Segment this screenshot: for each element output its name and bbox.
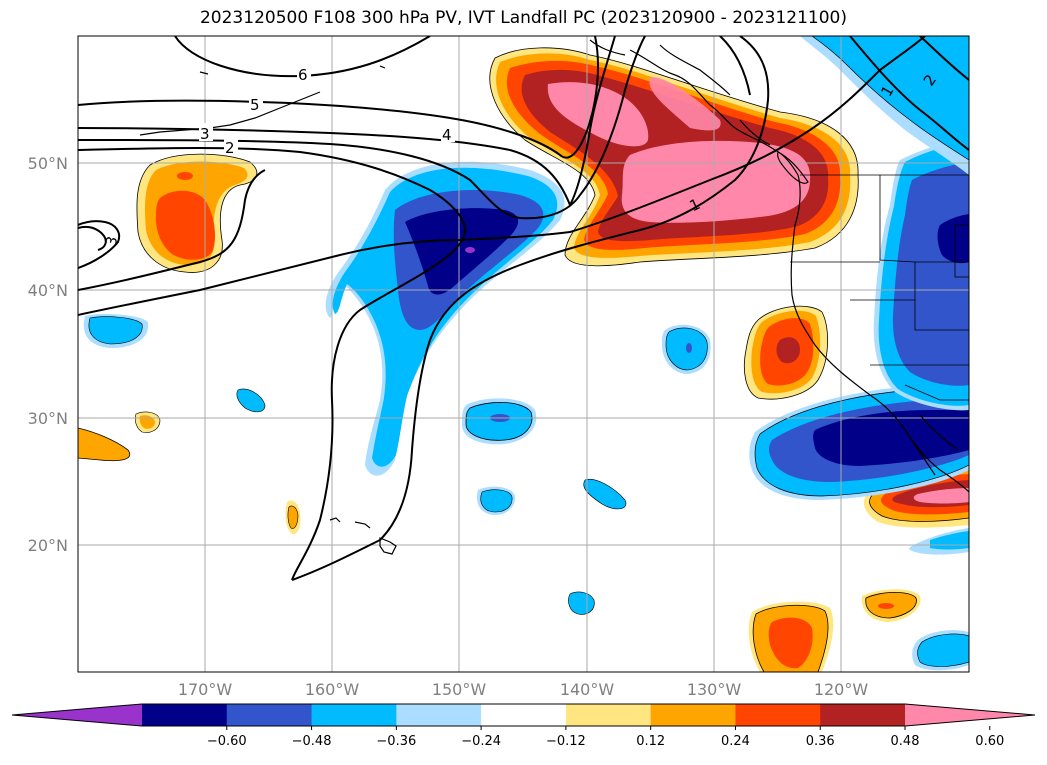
colorbar-tick-label: −0.48 bbox=[292, 734, 332, 749]
lat-label-50n: 50°N bbox=[28, 154, 68, 173]
colorbar-swatch bbox=[735, 704, 821, 726]
colorbar-swatch bbox=[311, 704, 397, 726]
colorbar-tick-label: −0.24 bbox=[461, 734, 501, 749]
contour-label-4: 4 bbox=[442, 126, 452, 144]
contour-label-3-w: 3 bbox=[102, 234, 122, 248]
colorbar-tick-label: 0.24 bbox=[721, 734, 750, 749]
colorbar-tick-label: 0.36 bbox=[806, 734, 835, 749]
colorbar-tick-label: 0.60 bbox=[975, 734, 1004, 749]
colorbar-swatch bbox=[142, 704, 228, 726]
lon-label-150w: 150°W bbox=[432, 680, 487, 699]
map-title: 2023120500 F108 300 hPa PV, IVT Landfall… bbox=[199, 8, 847, 28]
colorbar-swatch bbox=[481, 704, 567, 726]
lon-label-170w: 170°W bbox=[178, 680, 233, 699]
colorbar-tick-label: 0.48 bbox=[891, 734, 920, 749]
lon-label-120w: 120°W bbox=[814, 680, 869, 699]
lat-label-20n: 20°N bbox=[28, 536, 68, 555]
colorbar-tick-label: −0.36 bbox=[376, 734, 416, 749]
colorbar-swatch bbox=[565, 704, 652, 726]
political-borders bbox=[790, 174, 969, 401]
longitude-labels: 170°W 160°W 150°W 140°W 130°W 120°W bbox=[178, 680, 869, 699]
pv-contours bbox=[78, 36, 969, 581]
lat-label-40n: 40°N bbox=[28, 281, 68, 300]
colorbar-swatch bbox=[820, 704, 906, 726]
lon-label-130w: 130°W bbox=[687, 680, 742, 699]
contour-label-6: 6 bbox=[298, 66, 308, 84]
ivt-shading bbox=[78, 36, 969, 672]
colorbar-swatch bbox=[226, 704, 313, 726]
colorbar-swatch bbox=[396, 704, 482, 726]
contour-label-3: 3 bbox=[200, 125, 210, 143]
colorbar-extend-low bbox=[12, 704, 142, 726]
contour-label-2: 2 bbox=[225, 139, 235, 157]
map-frame bbox=[77, 35, 970, 673]
lon-label-140w: 140°W bbox=[560, 680, 615, 699]
contour-label-5: 5 bbox=[250, 96, 260, 114]
coastlines bbox=[139, 39, 969, 555]
lon-label-160w: 160°W bbox=[305, 680, 360, 699]
colorbar-tick-label: −0.12 bbox=[546, 734, 586, 749]
colorbar-outline bbox=[11, 703, 1036, 727]
colorbar-tick-label: 0.12 bbox=[636, 734, 665, 749]
lat-label-30n: 30°N bbox=[28, 409, 68, 428]
colorbar-extend-high bbox=[905, 704, 1035, 726]
latitude-labels: 50°N 40°N 30°N 20°N bbox=[28, 154, 68, 555]
colorbar-swatch bbox=[650, 704, 736, 726]
colorbar: −0.60 −0.48 −0.36 −0.24 −0.12 0.12 0.24 0.36 0.4… bbox=[11, 703, 1036, 749]
colorbar-tick-label: −0.60 bbox=[207, 734, 247, 749]
